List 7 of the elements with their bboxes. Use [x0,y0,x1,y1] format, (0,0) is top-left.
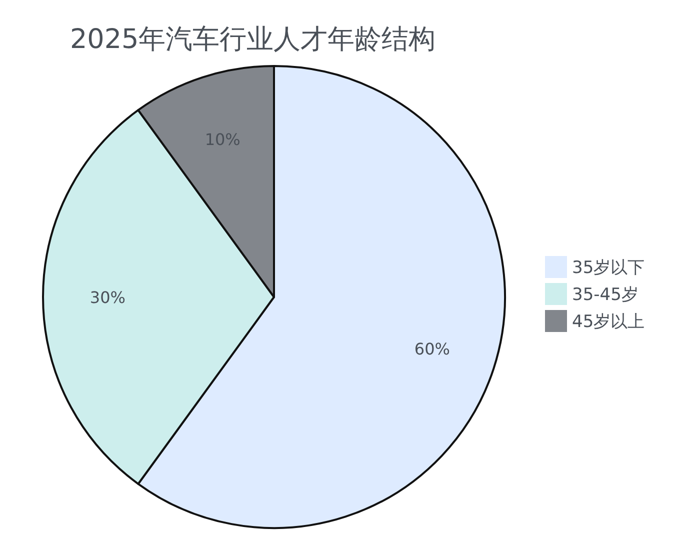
legend-label: 45岁以上 [572,312,645,332]
chart-title: 2025年汽车行业人才年龄结构 [70,24,436,55]
legend-label: 35岁以下 [572,258,645,278]
data-label: 30% [90,288,126,307]
data-label: 10% [204,130,240,149]
data-label: 60% [414,339,450,358]
legend-label: 35-45岁 [572,285,638,305]
